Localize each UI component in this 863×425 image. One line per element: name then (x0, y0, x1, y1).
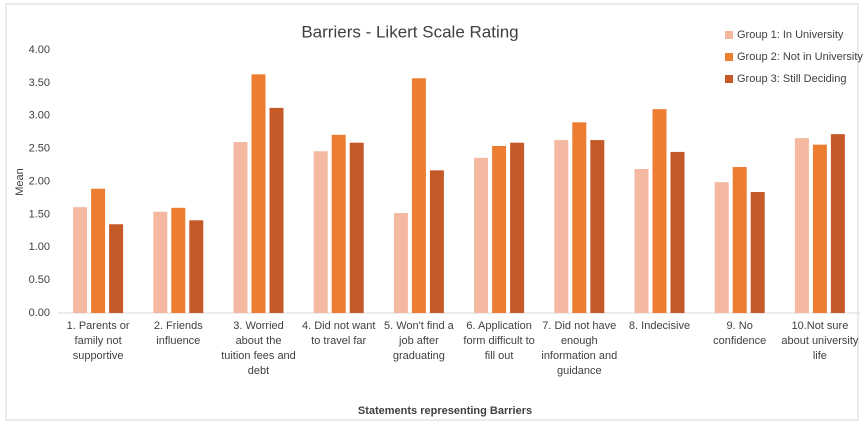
bar (554, 140, 569, 313)
x-tick-label: 9. No confidence (713, 320, 767, 347)
x-tick-label: 7. Did not have enough information and g… (541, 320, 618, 377)
bar (714, 182, 729, 313)
bar (794, 138, 809, 313)
y-tick-label: 1.50 (29, 208, 50, 220)
bar (634, 169, 649, 313)
bar (830, 134, 845, 313)
y-tick-label: 2.50 (29, 143, 50, 155)
chart-title: Barriers - Likert Scale Rating (301, 22, 518, 41)
bar (732, 167, 747, 313)
x-axis-title: Statements representing Barriers (358, 405, 532, 417)
bar (349, 142, 364, 313)
y-tick-label: 3.50 (29, 77, 50, 89)
bar (189, 220, 204, 313)
bar (474, 157, 489, 313)
bar (393, 213, 408, 313)
y-tick-label: 4.00 (29, 44, 50, 56)
bar (492, 145, 507, 313)
x-tick-label: 2. Friends influence (153, 320, 203, 347)
bar (171, 207, 186, 313)
bar (411, 78, 426, 314)
y-tick-label: 0.50 (29, 274, 50, 286)
bar (91, 188, 106, 313)
legend-swatch (725, 31, 733, 39)
chart-border (5, 3, 859, 421)
bar (510, 142, 525, 313)
legend-swatch (725, 53, 733, 61)
legend-label: Group 1: In University (737, 29, 844, 41)
y-tick-label: 1.00 (29, 241, 50, 253)
x-tick-label: 4. Did not want to travel far (302, 320, 376, 347)
bar (670, 151, 685, 313)
bar (331, 134, 346, 313)
bar (269, 107, 284, 313)
legend-label: Group 2: Not in University (737, 51, 863, 63)
x-tick-label: 1. Parents or family not supportive (66, 320, 130, 362)
x-tick-label: 5. Won't find a job after graduating (384, 320, 454, 362)
bar (313, 151, 328, 313)
legend-swatch (725, 75, 733, 83)
bar (153, 211, 168, 313)
x-tick-label: 6. Application form difficult to fill ou… (463, 320, 535, 362)
bar (812, 144, 827, 313)
y-axis-title: Mean (14, 168, 26, 196)
bar (590, 140, 605, 313)
y-tick-label: 3.00 (29, 110, 50, 122)
bar (251, 74, 266, 313)
bar (652, 109, 667, 313)
y-tick-label: 2.00 (29, 175, 50, 187)
bar (750, 192, 765, 313)
bar (73, 207, 88, 313)
bar (572, 122, 587, 313)
bar (233, 142, 248, 313)
y-tick-label: 0.00 (29, 307, 50, 319)
bar (429, 170, 444, 313)
legend-label: Group 3: Still Deciding (737, 73, 846, 85)
x-tick-label: 8. Indecisive (628, 320, 691, 332)
x-tick-label: 3. Worried about the tuition fees and de… (221, 320, 296, 377)
x-tick-label: 10.Not sure about university life (781, 320, 859, 362)
bar (109, 224, 124, 313)
